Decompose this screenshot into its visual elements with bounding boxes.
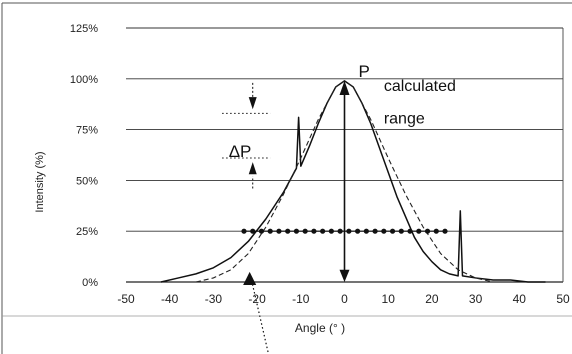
range-marker [381,228,387,234]
range-marker [355,228,361,234]
range-marker [433,228,439,234]
y-axis-label: Intensity (%) [34,151,46,212]
range-marker [328,228,334,234]
range-marker [363,228,369,234]
x-tick-label: -50 [117,292,135,306]
range-marker [442,228,448,234]
range-marker [302,228,308,234]
y-tick-label: 125% [70,23,98,35]
range-label-line1: calculated [384,78,456,95]
delta-arrow-down-head [248,97,257,110]
y-tick-label: 50% [76,175,98,187]
x-tick-label: 0 [341,292,348,306]
range-marker [346,228,352,234]
y-tick-label: 75% [76,125,98,137]
annotations: P ΔP calculated range [222,62,456,353]
x-tick-label: 50 [556,292,570,306]
range-label-line2: range [384,111,425,128]
y-tick-label: 100% [70,74,98,86]
peak-arrow-head-top [339,80,350,96]
range-marker [258,228,265,234]
x-axis-label: Angle (° ) [295,321,345,335]
measured-curve [160,80,546,283]
x-tick-label: -20 [248,292,266,306]
range-marker [424,228,431,234]
x-tick-label: -10 [292,292,310,306]
range-marker [285,228,291,234]
range-marker [320,228,326,234]
series-layer [160,80,546,283]
range-marker [337,228,343,234]
x-tick-label: 30 [469,292,483,306]
range-marker [398,228,404,234]
peak-label: P [359,62,370,81]
range-marker [389,228,396,234]
range-marker [416,228,422,234]
x-tick-label: 20 [425,292,439,306]
tick-labels: 0% 25% 50% 75% 100% 125% -50 -40 -30 -20 -10 0 10 20 3… [70,23,570,306]
range-marker [250,228,256,234]
x-tick-label: -40 [161,292,179,306]
x-tick-label: 10 [382,292,396,306]
range-marker [276,228,282,234]
delta-arrow-up-head [248,162,257,175]
pointer-dotted-line [249,275,269,353]
x-tick-label: -30 [205,292,223,306]
peak-arrow-head-bottom [339,269,350,282]
pointer-arrow-head [243,271,257,286]
y-tick-label: 25% [76,226,98,238]
range-marker [293,228,300,234]
range-marker [372,228,378,234]
range-marker [267,228,273,234]
x-tick-label: 40 [513,292,527,306]
range-marker [407,228,413,234]
range-marker [311,228,317,234]
range-marker [241,228,247,234]
y-tick-label: 0% [82,277,98,289]
delta-p-label: ΔP [229,142,252,161]
